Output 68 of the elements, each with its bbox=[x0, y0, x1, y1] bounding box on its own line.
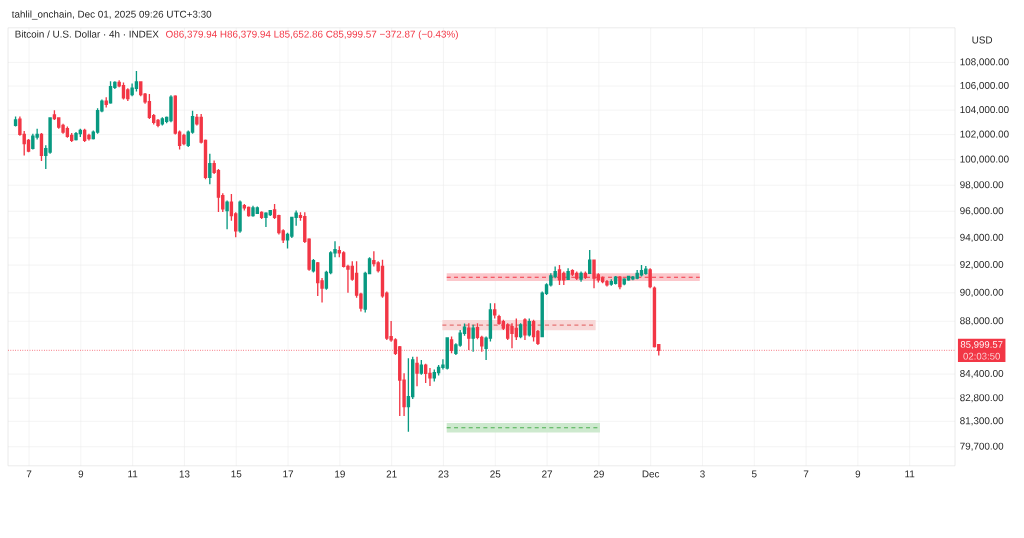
x-tick-label: 17 bbox=[283, 470, 294, 478]
y-tick-label: 96,000.00 bbox=[960, 207, 1004, 216]
y-tick-label: 102,000.00 bbox=[960, 130, 1009, 139]
y-tick-label: 104,000.00 bbox=[960, 106, 1009, 115]
x-tick-label: Dec bbox=[642, 470, 660, 478]
candlestick bbox=[605, 279, 609, 288]
candlestick bbox=[471, 324, 475, 353]
y-tick-label: 94,000.00 bbox=[960, 233, 1004, 242]
candlestick bbox=[169, 94, 173, 123]
x-tick-label: 23 bbox=[438, 470, 449, 478]
x-tick-label: 3 bbox=[700, 470, 705, 478]
ref-line-label: 85,999.57 bbox=[960, 341, 1003, 349]
y-axis-title: USD bbox=[972, 36, 993, 44]
candlestick bbox=[467, 322, 471, 351]
candlestick bbox=[104, 96, 108, 109]
x-tick-label: 29 bbox=[593, 470, 604, 478]
y-tick-label: 98,000.00 bbox=[960, 181, 1004, 190]
candlestick bbox=[156, 118, 160, 128]
x-tick-label: 15 bbox=[231, 470, 242, 478]
x-tick-label: 25 bbox=[490, 470, 501, 478]
chart-subtitle: O86,379.94 H86,379.94 L85,652.86 C85,999.57 −372.87 (−0.43%) bbox=[166, 30, 458, 40]
y-tick-label: 84,400.00 bbox=[960, 369, 1004, 379]
candlestick bbox=[251, 204, 255, 218]
candlestick bbox=[428, 367, 432, 387]
candlestick bbox=[639, 264, 644, 278]
candlestick bbox=[415, 355, 419, 388]
y-tick-label: 88,000.00 bbox=[960, 317, 1004, 326]
x-tick-label: 7 bbox=[803, 470, 809, 478]
candlestick bbox=[579, 270, 583, 283]
text: 02:03:50 bbox=[963, 352, 1000, 360]
candlestick bbox=[182, 133, 186, 147]
candlestick bbox=[87, 133, 91, 142]
y-tick-label: 79,700.00 bbox=[960, 442, 1004, 451]
text: tahlil_onchain, Dec 01, 2025 09:26 UTC+3:30 bbox=[11, 10, 212, 20]
candlestick bbox=[406, 357, 411, 433]
y-tick-label: 108,000.00 bbox=[960, 58, 1009, 67]
y-tick-label: 90,000.00 bbox=[960, 288, 1004, 297]
x-tick-label: 11 bbox=[905, 470, 915, 478]
candlestick bbox=[264, 211, 268, 228]
y-tick-label: 100,000.00 bbox=[960, 155, 1009, 164]
x-tick-label: 9 bbox=[855, 470, 861, 478]
x-tick-label: 13 bbox=[179, 470, 190, 478]
candlestick bbox=[74, 131, 78, 142]
candlestick bbox=[644, 265, 648, 276]
candlestick bbox=[609, 278, 613, 287]
x-tick-label: 5 bbox=[751, 470, 757, 478]
candlestick bbox=[566, 267, 570, 281]
y-tick-label: 92,000.00 bbox=[960, 260, 1004, 270]
candlestick bbox=[31, 133, 35, 151]
x-tick-label: 9 bbox=[78, 470, 84, 478]
candlestick bbox=[510, 322, 514, 349]
chart-title: Bitcoin / U.S. Dollar · 4h · INDEX bbox=[15, 30, 159, 38]
x-tick-label: 11 bbox=[128, 470, 138, 478]
candlestick bbox=[134, 70, 139, 93]
candlestick bbox=[493, 302, 497, 320]
candlestick bbox=[523, 317, 527, 341]
candlestick bbox=[497, 314, 501, 326]
candlestick bbox=[635, 269, 639, 280]
y-tick-label: 106,000.00 bbox=[960, 81, 1009, 91]
candlestick bbox=[238, 199, 242, 234]
x-tick-label: 7 bbox=[26, 470, 32, 478]
x-tick-label: 19 bbox=[335, 470, 345, 478]
candlestick bbox=[208, 152, 212, 185]
candlestick bbox=[225, 199, 229, 230]
x-tick-label: 21 bbox=[386, 470, 397, 478]
y-tick-label: 81,300.00 bbox=[960, 417, 1004, 426]
y-tick-label: 82,800.00 bbox=[960, 394, 1004, 403]
x-tick-label: 27 bbox=[542, 470, 553, 478]
